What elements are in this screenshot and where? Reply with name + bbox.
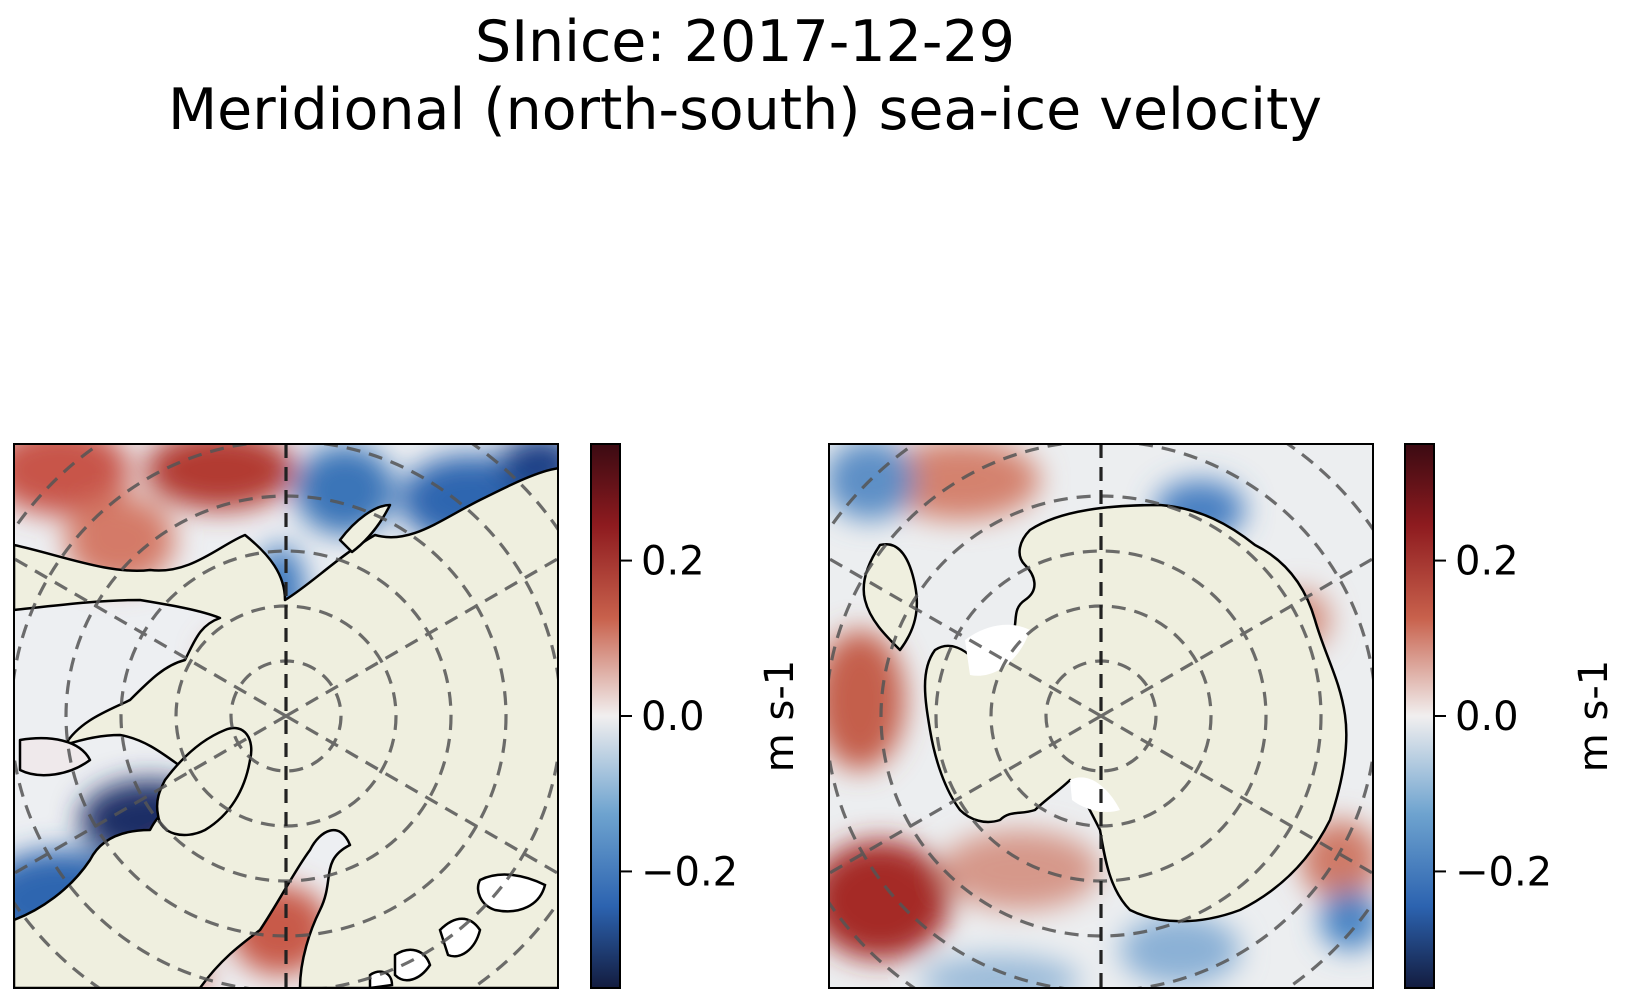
colorbar-arctic-tick-label-2: −0.2 [641,849,738,895]
title-line-2: Meridional (north-south) sea-ice velocit… [167,77,1323,143]
arctic-map [14,444,558,988]
chart-title: SInice: 2017-12-29 Meridional (north-sou… [0,8,1490,144]
colorbar-antarctic: 0.2 0.0 −0.2 m s-1 [1404,443,1617,989]
colorbar-antarctic-tick-label-0: 0.2 [1455,539,1519,585]
arctic-map-frame [13,443,559,989]
colorbar-arctic-unit-label: m s-1 [757,660,803,772]
colorbar-antarctic-gradient [1404,443,1435,989]
colorbar-antarctic-tick-label-1: 0.0 [1455,694,1519,740]
colorbar-arctic-gradient [590,443,621,989]
colorbar-antarctic-unit-label: m s-1 [1571,660,1617,772]
colorbar-arctic-tick-label-1: 0.0 [641,694,705,740]
title-line-1: SInice: 2017-12-29 [475,9,1015,75]
colorbar-arctic-tick-label-0: 0.2 [641,539,705,585]
colorbar-antarctic-tick-label-2: −0.2 [1455,849,1552,895]
colorbar-arctic: 0.2 0.0 −0.2 m s-1 [590,443,803,989]
antarctic-map-frame [828,443,1374,989]
antarctic-map [829,444,1373,988]
